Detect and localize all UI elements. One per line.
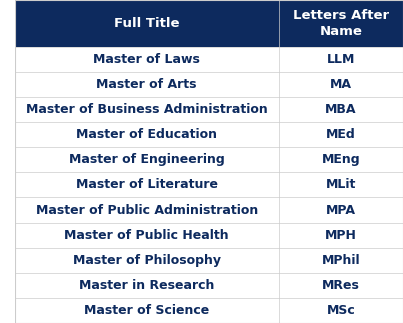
Text: Master of Engineering: Master of Engineering xyxy=(69,153,224,166)
Text: MLit: MLit xyxy=(326,178,356,192)
Text: Master of Science: Master of Science xyxy=(84,304,209,317)
Text: MSc: MSc xyxy=(326,304,355,317)
Text: MPhil: MPhil xyxy=(322,254,360,267)
Text: Master of Literature: Master of Literature xyxy=(76,178,218,192)
Bar xyxy=(15,122,403,147)
Bar xyxy=(15,172,403,197)
Text: Full Title: Full Title xyxy=(114,17,179,30)
Text: Master of Philosophy: Master of Philosophy xyxy=(73,254,221,267)
Text: Master of Laws: Master of Laws xyxy=(93,53,200,66)
Text: Master of Business Administration: Master of Business Administration xyxy=(26,103,268,116)
Bar xyxy=(15,147,403,172)
Bar xyxy=(15,298,403,323)
Text: Master of Public Administration: Master of Public Administration xyxy=(35,203,258,216)
Text: MPH: MPH xyxy=(325,229,357,242)
Text: MBA: MBA xyxy=(325,103,357,116)
Bar xyxy=(15,248,403,273)
Bar xyxy=(15,47,403,72)
Text: Master in Research: Master in Research xyxy=(79,279,214,292)
Text: LLM: LLM xyxy=(327,53,355,66)
Text: Letters After
Name: Letters After Name xyxy=(293,9,389,38)
Bar xyxy=(15,223,403,248)
Text: Master of Education: Master of Education xyxy=(76,128,217,141)
Bar xyxy=(15,97,403,122)
Text: MRes: MRes xyxy=(322,279,360,292)
Text: Master of Public Health: Master of Public Health xyxy=(64,229,229,242)
Text: MEng: MEng xyxy=(322,153,360,166)
Bar xyxy=(15,273,403,298)
Bar xyxy=(15,72,403,97)
Bar xyxy=(15,197,403,223)
Text: MPA: MPA xyxy=(326,203,356,216)
Text: MEd: MEd xyxy=(326,128,356,141)
Text: MA: MA xyxy=(330,78,352,91)
Text: Master of Arts: Master of Arts xyxy=(96,78,197,91)
Bar xyxy=(15,0,403,47)
